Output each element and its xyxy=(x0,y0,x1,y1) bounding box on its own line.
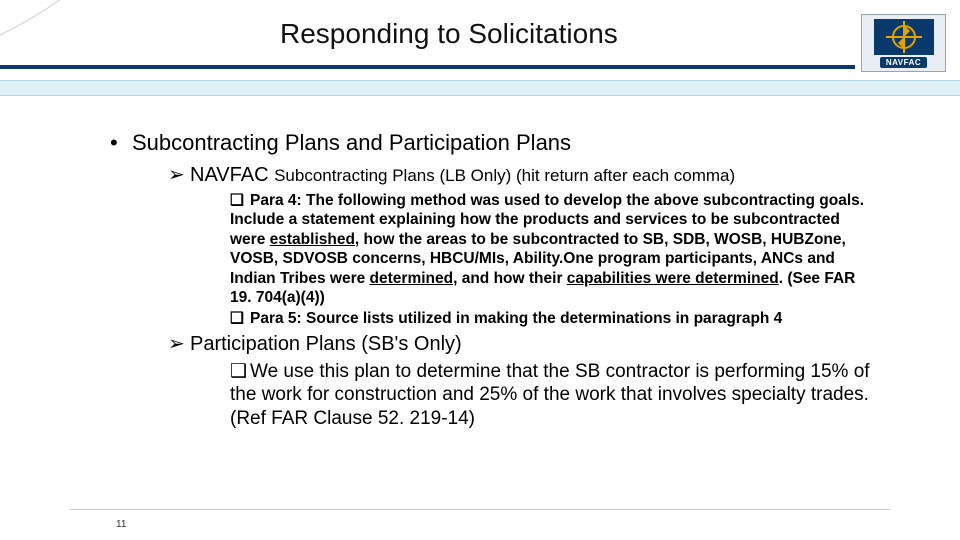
para4-p3: , and how their xyxy=(453,270,567,287)
bullet-level2: ➢Participation Plans (SB's Only) xyxy=(168,331,910,356)
compass-icon xyxy=(874,19,934,55)
para4-u2: determined xyxy=(370,270,454,287)
square-bullet-icon: ❑ xyxy=(230,360,250,384)
bullet-level1: •Subcontracting Plans and Participation … xyxy=(110,130,910,156)
square-bullet-icon: ❑ xyxy=(230,191,250,210)
bullet-level2: ➢NAVFAC Subcontracting Plans (LB Only) (… xyxy=(168,162,910,187)
title-rule xyxy=(0,65,855,69)
para5-text: Source lists utilized in making the dete… xyxy=(306,310,782,327)
content-area: •Subcontracting Plans and Participation … xyxy=(110,130,910,433)
b2b-text: Participation Plans (SB's Only) xyxy=(190,333,462,355)
b3c-text: We use this plan to determine that the S… xyxy=(230,361,870,430)
decorative-arc xyxy=(0,0,252,82)
slide: Responding to Solicitations NAVFAC •Subc… xyxy=(0,0,960,540)
page-title: Responding to Solicitations xyxy=(280,18,618,50)
header-band xyxy=(0,80,960,96)
para4-lead: Para 4: xyxy=(250,192,306,209)
page-number: 11 xyxy=(116,519,126,530)
logo-label: NAVFAC xyxy=(880,57,927,68)
b2a-tail: Subcontracting Plans (LB Only) (hit retu… xyxy=(274,166,735,185)
arrow-right-icon: ➢ xyxy=(168,162,190,187)
square-bullet-icon: ❑ xyxy=(230,309,250,328)
para4-u3: capabilities were determined xyxy=(567,270,779,287)
b1-text: Subcontracting Plans and Participation P… xyxy=(132,130,571,155)
bullet-level3: ❑Para 4: The following method was used t… xyxy=(230,191,910,307)
bullet-level3: ❑Para 5: Source lists utilized in making… xyxy=(230,309,910,328)
para4-u1: established xyxy=(270,231,355,248)
b2a-head: NAVFAC xyxy=(190,164,274,186)
para5-lead: Para 5: xyxy=(250,310,306,327)
footer-rule xyxy=(70,509,890,510)
navfac-logo: NAVFAC xyxy=(861,14,946,72)
arrow-right-icon: ➢ xyxy=(168,331,190,356)
bullet-dot-icon: • xyxy=(110,130,132,156)
bullet-level3: ❑We use this plan to determine that the … xyxy=(230,360,910,431)
